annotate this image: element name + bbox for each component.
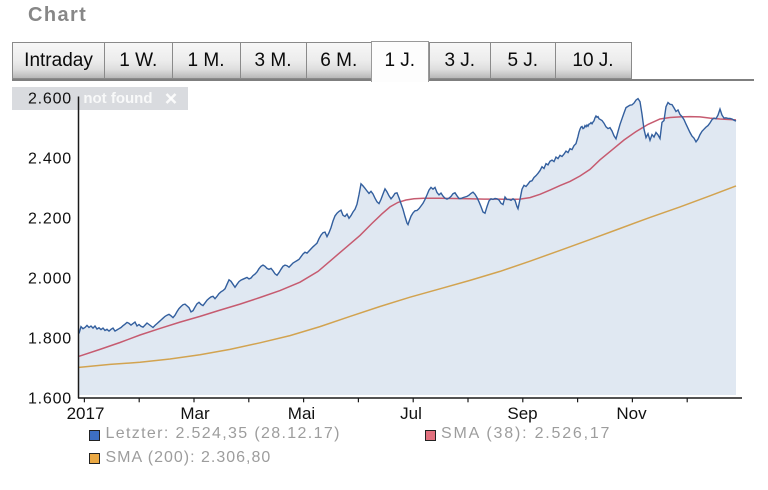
svg-text:2.000: 2.000 — [28, 270, 72, 287]
svg-text:Mai: Mai — [288, 404, 315, 423]
svg-text:Sep: Sep — [507, 404, 537, 423]
svg-text:2017: 2017 — [67, 404, 105, 423]
svg-text:2.200: 2.200 — [28, 210, 72, 227]
svg-text:Nov: Nov — [616, 404, 647, 423]
svg-text:2.400: 2.400 — [28, 150, 72, 167]
svg-text:Jul: Jul — [400, 404, 422, 423]
svg-text:2.600: 2.600 — [28, 90, 72, 107]
svg-text:1.600: 1.600 — [28, 390, 72, 407]
svg-text:1.800: 1.800 — [28, 330, 72, 347]
svg-text:Mar: Mar — [180, 404, 210, 423]
